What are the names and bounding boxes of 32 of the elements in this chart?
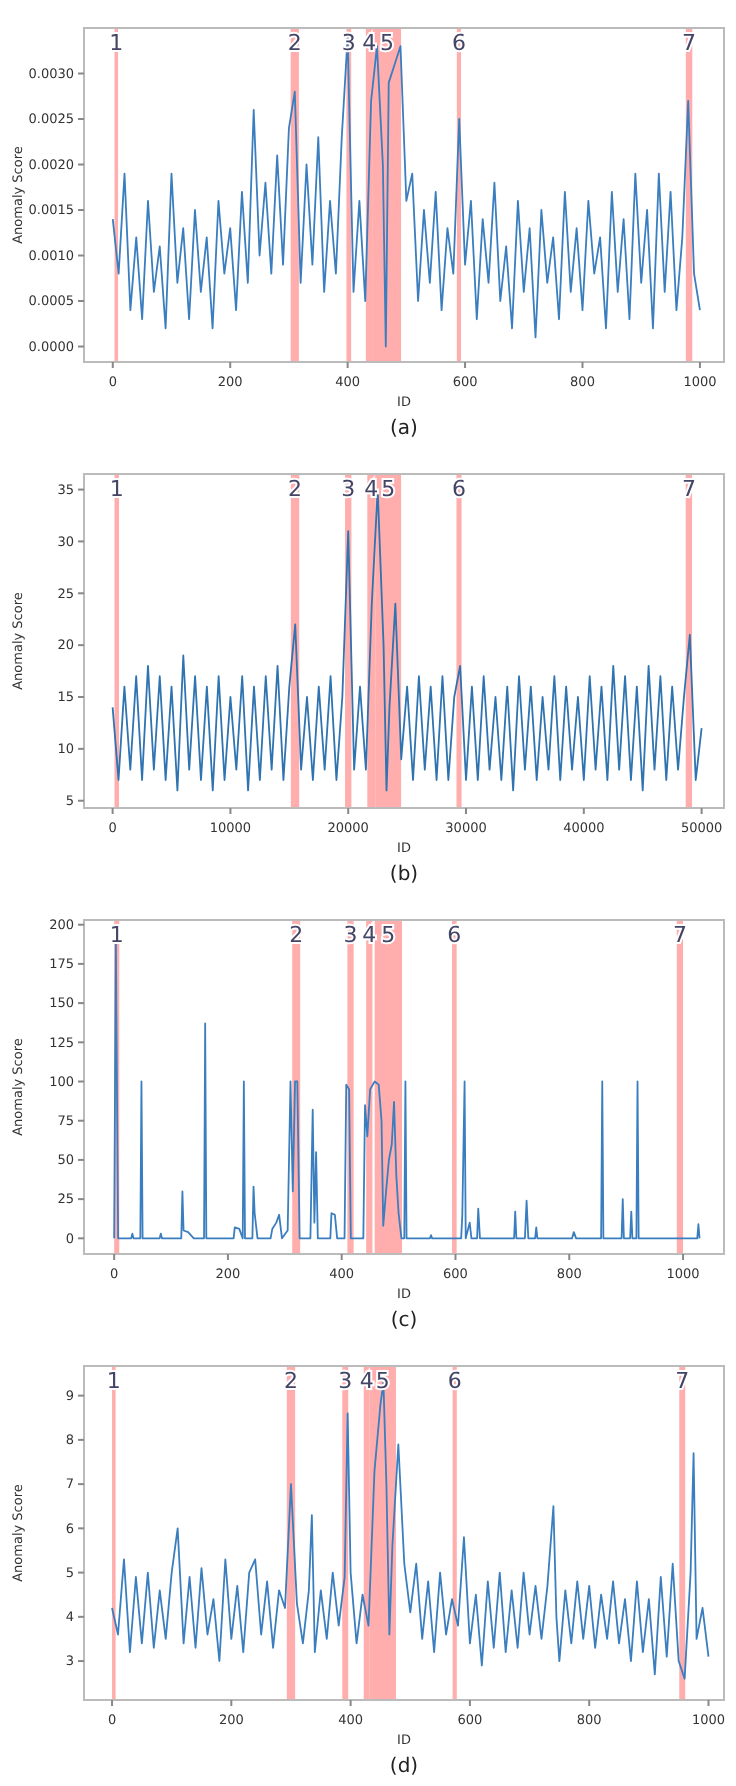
band-label: 5	[375, 1368, 390, 1394]
band-label: 3	[338, 1368, 353, 1394]
band-label: 2	[289, 922, 304, 948]
band-label: 7	[675, 1368, 690, 1394]
band-label: 7	[681, 476, 696, 502]
text: (a)	[390, 418, 419, 440]
band-label: 4	[359, 1368, 374, 1394]
band-label: 1	[109, 476, 124, 502]
band-label: 1	[109, 30, 124, 56]
band-label: 4	[362, 922, 377, 948]
line-series	[113, 939, 701, 1240]
band-label: 1	[106, 1368, 121, 1394]
text: (d)	[389, 1756, 419, 1778]
band-label: 4	[364, 476, 379, 502]
band-label: 7	[682, 30, 697, 56]
band-label: 3	[343, 922, 358, 948]
band-label: 5	[381, 922, 396, 948]
band-label: 3	[341, 476, 356, 502]
band-label: 6	[447, 1368, 462, 1394]
band-label: 4	[362, 30, 377, 56]
band-label: 5	[381, 476, 396, 502]
band-label: 6	[451, 30, 466, 56]
band-label: 6	[447, 922, 462, 948]
text: (b)	[389, 864, 419, 886]
band-label: 2	[283, 1368, 298, 1394]
band-label: 7	[672, 922, 687, 948]
band-label: 1	[109, 922, 124, 948]
band-label: 2	[288, 476, 303, 502]
band-label: 2	[287, 30, 302, 56]
band-label: 5	[379, 30, 394, 56]
band-label: 6	[452, 476, 467, 502]
text: (c)	[390, 1310, 418, 1332]
